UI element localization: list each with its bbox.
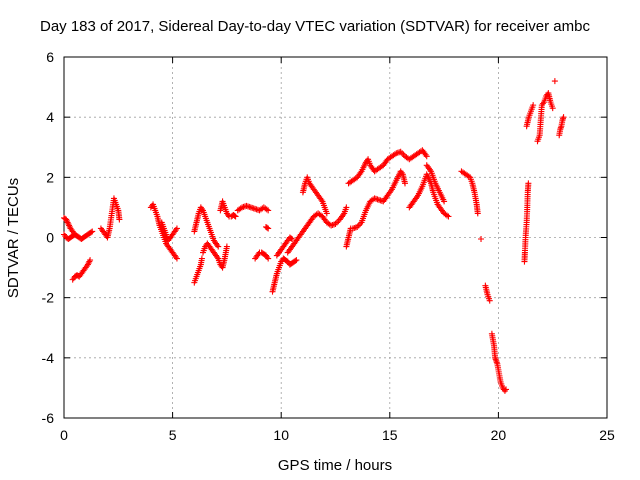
data-point [263, 206, 270, 213]
data-point [478, 236, 485, 243]
y-tick-label: 6 [46, 49, 54, 65]
data-point [223, 243, 230, 250]
data-point [265, 225, 272, 232]
data-point [292, 257, 299, 264]
data-point [402, 180, 409, 187]
data-point [343, 204, 350, 211]
data-point [173, 255, 180, 262]
data-point [443, 212, 450, 219]
data-point [560, 114, 567, 121]
data-point [525, 180, 532, 187]
data-points [61, 78, 567, 394]
data-point [549, 105, 556, 112]
y-tick-label: -2 [42, 290, 55, 306]
data-point [486, 297, 493, 304]
data-point [289, 236, 296, 243]
y-axis-label: SDTVAR / TECUs [5, 178, 22, 298]
data-point [89, 228, 96, 235]
y-tick-label: 0 [46, 230, 54, 246]
data-point [265, 255, 272, 262]
data-point [88, 229, 95, 236]
data-point [287, 235, 294, 242]
data-point [474, 210, 481, 217]
x-tick-label: 0 [60, 427, 68, 443]
y-tick-label: -4 [42, 350, 55, 366]
data-point [215, 243, 222, 250]
data-point [71, 231, 78, 238]
data-point [87, 257, 94, 264]
data-point [503, 386, 510, 393]
data-point [70, 232, 77, 239]
axis-ticks [63, 56, 608, 419]
x-tick-label: 25 [599, 427, 615, 443]
x-tick-label: 20 [491, 427, 507, 443]
x-tick-label: 5 [169, 427, 177, 443]
y-tick-label: 4 [46, 109, 54, 125]
data-point [173, 225, 180, 232]
data-point [232, 213, 239, 220]
chart-title: Day 183 of 2017, Sidereal Day-to-day VTE… [40, 18, 590, 35]
data-point [551, 78, 558, 85]
x-tick-label: 15 [382, 427, 398, 443]
data-point [293, 257, 300, 264]
data-point [445, 213, 452, 220]
data-point [265, 207, 272, 214]
x-axis-label: GPS time / hours [278, 457, 392, 474]
data-point [530, 102, 537, 109]
data-point [231, 212, 238, 219]
data-point [323, 210, 330, 217]
y-tick-label: 2 [46, 169, 54, 185]
data-point [116, 216, 123, 223]
data-point [198, 255, 205, 262]
x-tick-label: 10 [273, 427, 289, 443]
data-point [423, 153, 430, 160]
data-point [465, 173, 472, 180]
data-point [441, 198, 448, 205]
y-tick-label: -6 [42, 410, 55, 426]
tick-labels: 0 5 10 15 20 25 -6 -4 -2 0 2 4 6 [42, 49, 615, 443]
grid-lines [64, 57, 607, 418]
data-point [264, 224, 271, 231]
